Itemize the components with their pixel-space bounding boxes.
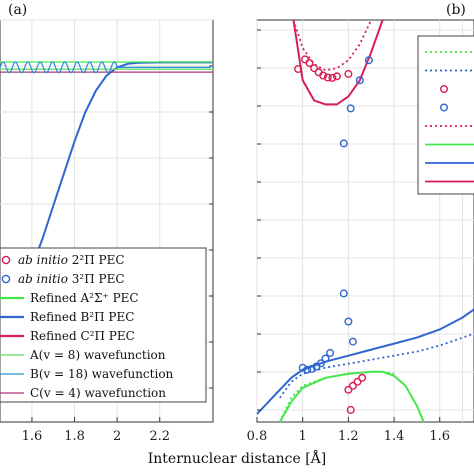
marker-red: [323, 73, 332, 82]
marker-blue: [339, 289, 348, 298]
marker-red: [344, 385, 353, 394]
marker-red: [348, 381, 357, 390]
marker-red: [358, 373, 367, 382]
marker-red: [344, 69, 353, 78]
panel-b-ticks: 0.8 1 1.2 1.4 1.6: [247, 29, 450, 444]
series-line-red: [292, 19, 384, 106]
marker-blue: [326, 348, 335, 357]
panel-b: 0.8 1 1.2 1.4 1.6 (b): [247, 2, 474, 444]
marker-red: [328, 73, 337, 82]
legend-label-text: Refined C²Π PEC: [30, 329, 135, 343]
series-line-blue: [279, 332, 474, 399]
marker-blue: [346, 104, 355, 113]
inset-marker-blue: [440, 103, 449, 112]
legend-label-italic: ab initio: [18, 272, 68, 286]
marker-blue: [348, 337, 357, 346]
panel-a-ticks: 1.6 1.8 2 2.2: [22, 65, 213, 444]
x-tick-label: 1.6: [429, 429, 450, 444]
series-wavefunction-B: [0, 61, 211, 74]
legend-label-text: B(v = 18) wavefunction: [30, 367, 174, 381]
x-axis-label: Internuclear distance [Å]: [148, 449, 327, 467]
x-tick-label: 1: [299, 429, 307, 444]
legend-marker-blue: [1, 274, 11, 284]
x-tick-label: 0.8: [247, 429, 268, 444]
inset-marker-red: [440, 84, 449, 93]
legend-label: B(v = 18) wavefunction: [30, 367, 174, 381]
marker-red: [346, 405, 355, 414]
marker-red: [305, 59, 314, 68]
legend-label-text: Refined A²Σ⁺ PEC: [30, 291, 139, 305]
legend-label: ab initio 3²Π PEC: [18, 272, 125, 286]
panel-b-series: [256, 19, 474, 423]
series-line-green: [278, 370, 425, 423]
legend-marker-red: [1, 255, 11, 265]
marker-blue: [303, 365, 312, 374]
x-tick-label: 1.2: [338, 429, 359, 444]
legend-label: C(v = 4) wavefunction: [30, 386, 166, 400]
panel-a-series: [0, 61, 213, 322]
legend-label-text: A(v = 8) wavefunction: [29, 348, 166, 362]
panel-b-inset-legend: [417, 35, 474, 195]
x-tick-label: 1.8: [64, 429, 85, 444]
marker-blue: [364, 56, 373, 65]
marker-blue: [339, 139, 348, 148]
marker-red: [353, 377, 362, 386]
legend-label: Refined C²Π PEC: [30, 329, 135, 343]
marker-blue: [317, 359, 326, 368]
marker-red: [332, 72, 341, 81]
legend-label: A(v = 8) wavefunction: [29, 348, 166, 362]
legend-label-text: C(v = 4) wavefunction: [30, 386, 166, 400]
legend-label-text: 2²Π PEC: [68, 253, 125, 267]
marker-blue: [298, 363, 307, 372]
marker-blue: [344, 317, 353, 326]
inset-legend-box: [417, 35, 474, 195]
legend-label-text: 3²Π PEC: [68, 272, 125, 286]
panel-a-label: (a): [8, 2, 27, 18]
legend-label: Refined A²Σ⁺ PEC: [30, 291, 139, 305]
legend-label: ab initio 2²Π PEC: [18, 253, 125, 267]
x-tick-label: 1.4: [384, 429, 405, 444]
panel-b-label: (b): [446, 2, 466, 18]
series-line-blue: [256, 308, 474, 415]
marker-blue: [355, 76, 364, 85]
legend-label-italic: ab initio: [18, 253, 68, 267]
marker-red: [319, 71, 328, 80]
x-tick-label: 2: [113, 429, 121, 444]
legend-label: Refined B²Π PEC: [30, 310, 134, 324]
marker-blue: [321, 354, 330, 363]
legend-label-text: Refined B²Π PEC: [30, 310, 134, 324]
x-tick-label: 2.2: [149, 429, 170, 444]
x-tick-label: 1.6: [22, 429, 43, 444]
marker-red: [294, 64, 303, 73]
legend-box: [0, 247, 207, 403]
marker-red: [310, 64, 319, 73]
